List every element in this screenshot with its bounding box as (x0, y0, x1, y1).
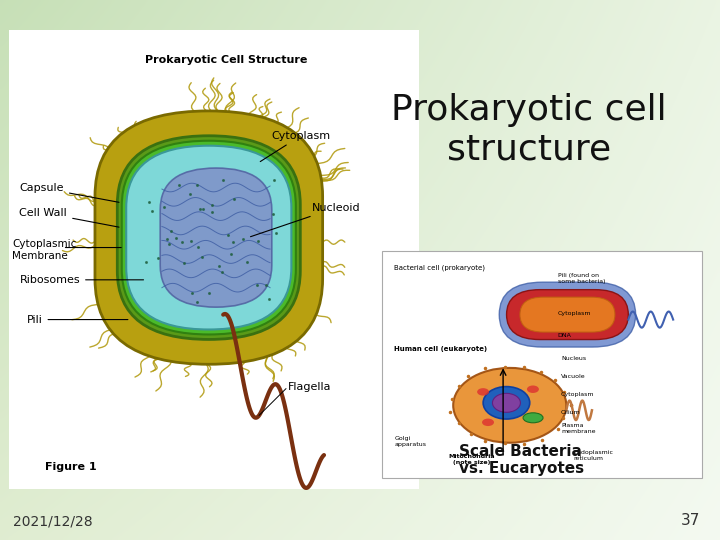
FancyBboxPatch shape (95, 111, 323, 364)
Text: Cytoplasm: Cytoplasm (260, 131, 330, 161)
FancyBboxPatch shape (499, 282, 636, 347)
Text: Cytoplasmic
Membrane: Cytoplasmic Membrane (12, 239, 76, 261)
Bar (382, 251, 702, 478)
Text: Cilium: Cilium (561, 410, 581, 415)
Text: Figure 1: Figure 1 (45, 462, 96, 472)
Text: Prokaryotic cell
structure: Prokaryotic cell structure (392, 93, 667, 166)
Text: Vacuole: Vacuole (561, 374, 585, 379)
Text: Scale Bacteria
vs. Eucaryotes: Scale Bacteria vs. Eucaryotes (459, 444, 585, 476)
Text: Cytoplasm: Cytoplasm (558, 310, 591, 315)
Text: Cytoplasm: Cytoplasm (561, 392, 595, 397)
Text: Nucleus: Nucleus (561, 356, 586, 361)
Text: Endoplasmic
reticulum: Endoplasmic reticulum (574, 450, 614, 461)
Text: Cell Wall: Cell Wall (19, 208, 119, 227)
FancyBboxPatch shape (520, 297, 615, 332)
FancyBboxPatch shape (117, 136, 300, 340)
Ellipse shape (523, 413, 543, 423)
Text: Pili: Pili (27, 315, 128, 325)
FancyBboxPatch shape (160, 168, 271, 307)
Ellipse shape (482, 418, 494, 426)
Ellipse shape (492, 393, 521, 413)
Text: Capsule: Capsule (19, 183, 119, 202)
Ellipse shape (483, 387, 530, 419)
Text: Pili (found on
some bacteria): Pili (found on some bacteria) (558, 273, 606, 284)
Text: Bacterial cell (prokaryote): Bacterial cell (prokaryote) (395, 264, 485, 271)
Ellipse shape (527, 386, 539, 393)
Text: Flagella: Flagella (288, 382, 331, 392)
Text: Plasma
membrane: Plasma membrane (561, 423, 595, 434)
Ellipse shape (453, 368, 567, 443)
Text: Human cell (eukaryote): Human cell (eukaryote) (395, 346, 487, 352)
Bar (9, 30, 419, 489)
Text: Nucleoid: Nucleoid (251, 203, 360, 237)
Text: Prokaryotic Cell Structure: Prokaryotic Cell Structure (145, 55, 307, 65)
Text: Ribosomes: Ribosomes (19, 275, 143, 285)
Text: DNA: DNA (558, 333, 572, 338)
FancyBboxPatch shape (122, 141, 296, 334)
FancyBboxPatch shape (126, 146, 292, 329)
Text: 2021/12/28: 2021/12/28 (13, 514, 93, 528)
Text: Mitochondria
(note size): Mitochondria (note size) (448, 455, 495, 465)
Text: Golgi
apparatus: Golgi apparatus (395, 436, 426, 447)
Ellipse shape (477, 388, 489, 396)
FancyBboxPatch shape (507, 289, 629, 340)
Text: 37: 37 (680, 513, 700, 528)
